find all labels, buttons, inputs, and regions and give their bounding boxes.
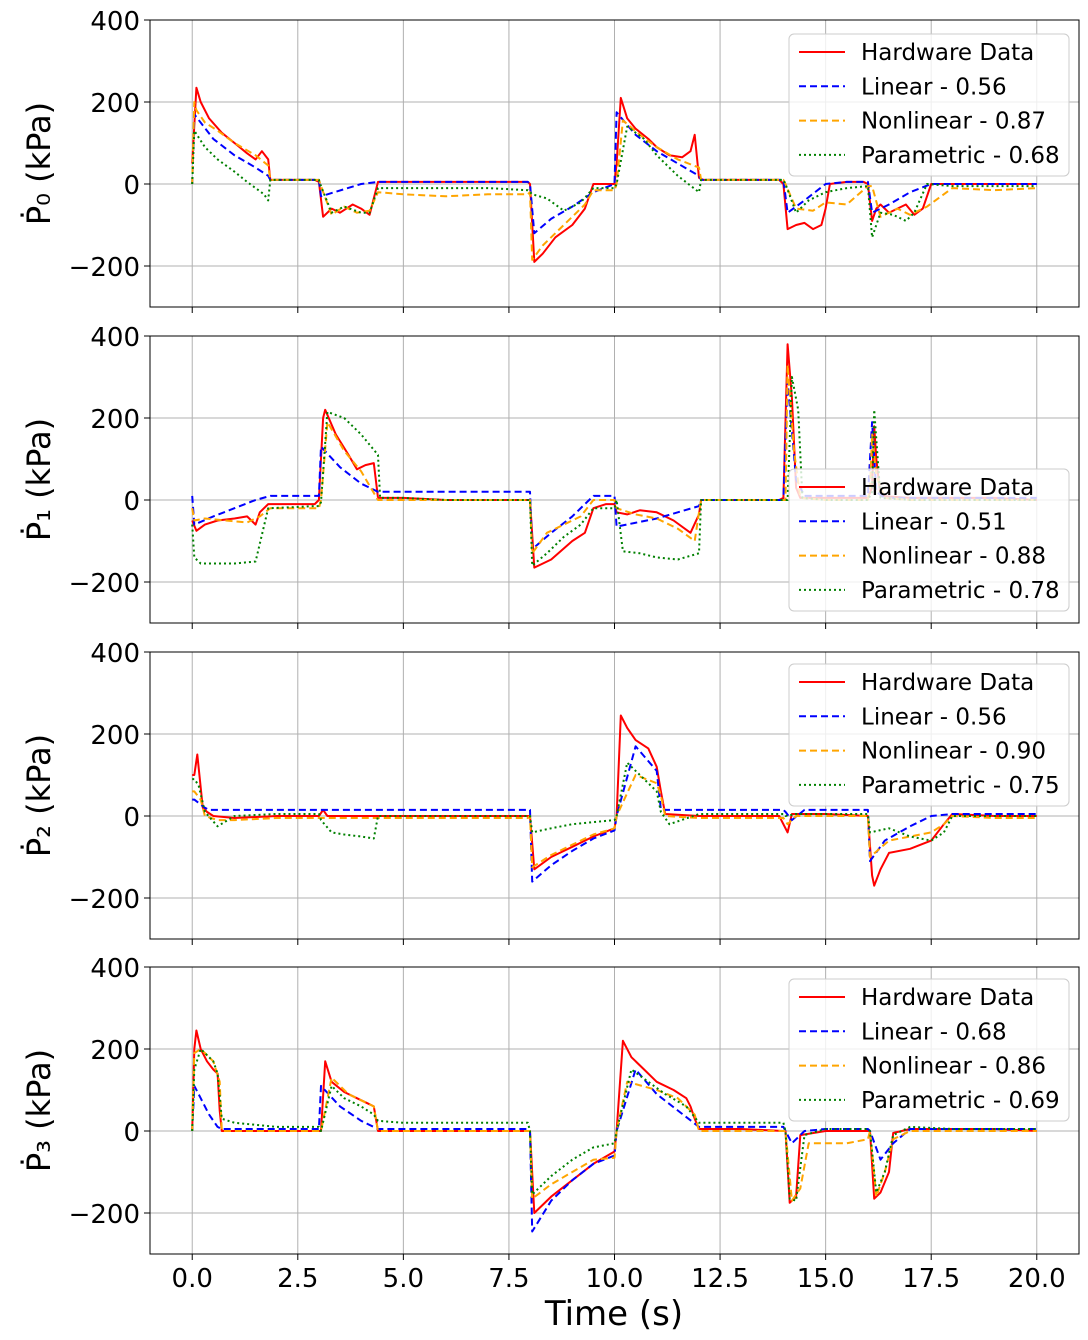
series-group <box>192 714 1037 887</box>
x-tick-label: 20.0 <box>1008 1264 1066 1294</box>
series-line-nonlinear <box>191 363 1037 555</box>
subplot-1: −200 0 200 400 Ṗ₁ (kPa) Hardware Data Linear -… <box>20 323 1080 629</box>
y-tick-label: 200 <box>90 721 140 751</box>
legend-label: Parametric - 0.68 <box>861 143 1060 169</box>
series-group <box>191 1029 1037 1233</box>
series-line-linear <box>191 1068 1037 1233</box>
y-tick-label: 400 <box>90 954 140 984</box>
x-tick-label: 7.5 <box>488 1264 529 1294</box>
legend-label: Hardware Data <box>861 40 1034 66</box>
legend-label: Linear - 0.68 <box>861 1019 1007 1045</box>
legend-label: Nonlinear - 0.90 <box>861 739 1046 765</box>
series-line-parametric <box>192 761 1037 842</box>
x-tick-label: 12.5 <box>691 1264 749 1294</box>
y-axis-label: Ṗ₂ (kPa) <box>20 734 58 857</box>
legend-label: Hardware Data <box>861 475 1034 501</box>
y-tick-label: −200 <box>69 253 140 283</box>
y-axis-label: Ṗ₀ (kPa) <box>20 102 58 225</box>
y-tick-label: 200 <box>90 89 140 119</box>
y-tick-label: −200 <box>69 569 140 599</box>
series-line-hardware <box>192 714 1037 887</box>
legend-label: Nonlinear - 0.86 <box>861 1054 1046 1080</box>
legend-label: Parametric - 0.75 <box>861 773 1060 799</box>
y-tick-label: 0 <box>123 803 140 833</box>
legend-box <box>788 663 1070 807</box>
x-tick-label: 0.0 <box>172 1264 213 1294</box>
legend-box <box>788 468 1070 612</box>
legend-label: Hardware Data <box>861 670 1034 696</box>
x-tick-label: 10.0 <box>586 1264 644 1294</box>
series-line-linear <box>192 745 1037 883</box>
y-tick-label: 0 <box>123 487 140 517</box>
y-axis-label: Ṗ₁ (kPa) <box>20 418 58 541</box>
x-tick-label: 2.5 <box>277 1264 318 1294</box>
y-tick-label: 200 <box>90 1036 140 1066</box>
x-tick-label: 15.0 <box>797 1264 855 1294</box>
y-axis-label: Ṗ₃ (kPa) <box>20 1049 58 1172</box>
y-tick-label: 200 <box>90 405 140 435</box>
series-group <box>191 86 1037 263</box>
legend-box <box>788 33 1070 177</box>
x-tick-label: 5.0 <box>383 1264 424 1294</box>
legend-label: Hardware Data <box>861 985 1034 1011</box>
subplot-0: −200 0 200 400 Ṗ₀ (kPa) Hardware Data Linear -… <box>20 7 1080 313</box>
series-line-parametric <box>191 376 1037 567</box>
x-axis-label: Time (s) <box>544 1294 683 1334</box>
series-line-nonlinear <box>191 101 1037 261</box>
series-line-linear <box>191 111 1037 235</box>
legend-label: Nonlinear - 0.88 <box>861 544 1046 570</box>
legend: Hardware Data Linear - 0.56 Nonlinear - 0.… <box>788 33 1070 177</box>
legend-label: Nonlinear - 0.87 <box>861 109 1046 135</box>
legend-box <box>788 978 1070 1122</box>
y-tick-label: 0 <box>123 171 140 201</box>
y-tick-label: 400 <box>90 7 140 37</box>
legend: Hardware Data Linear - 0.51 Nonlinear - 0.… <box>788 468 1070 612</box>
legend-label: Linear - 0.56 <box>861 74 1007 100</box>
legend-label: Linear - 0.51 <box>861 509 1007 535</box>
legend: Hardware Data Linear - 0.56 Nonlinear - 0.… <box>788 663 1070 807</box>
y-tick-label: 400 <box>90 639 140 669</box>
y-tick-label: 0 <box>123 1118 140 1148</box>
legend-label: Parametric - 0.78 <box>861 578 1060 604</box>
subplot-2: −200 0 200 400 Ṗ₂ (kPa) Hardware Data Linear -… <box>20 639 1080 945</box>
subplot-stack: −200 0 200 400 Ṗ₀ (kPa) Hardware Data Linear -… <box>20 7 1080 1294</box>
legend-label: Linear - 0.56 <box>861 704 1007 730</box>
y-tick-label: −200 <box>69 885 140 915</box>
subplot-3: −200 0 200 400 0.0 2.5 5.0 7.5 10.0 12.5 15.0 17.5 2… <box>20 954 1080 1294</box>
legend-label: Parametric - 0.69 <box>861 1088 1060 1114</box>
x-tick-label: 17.5 <box>902 1264 960 1294</box>
legend: Hardware Data Linear - 0.68 Nonlinear - 0.… <box>788 978 1070 1122</box>
y-tick-label: −200 <box>69 1200 140 1230</box>
y-tick-label: 400 <box>90 323 140 353</box>
